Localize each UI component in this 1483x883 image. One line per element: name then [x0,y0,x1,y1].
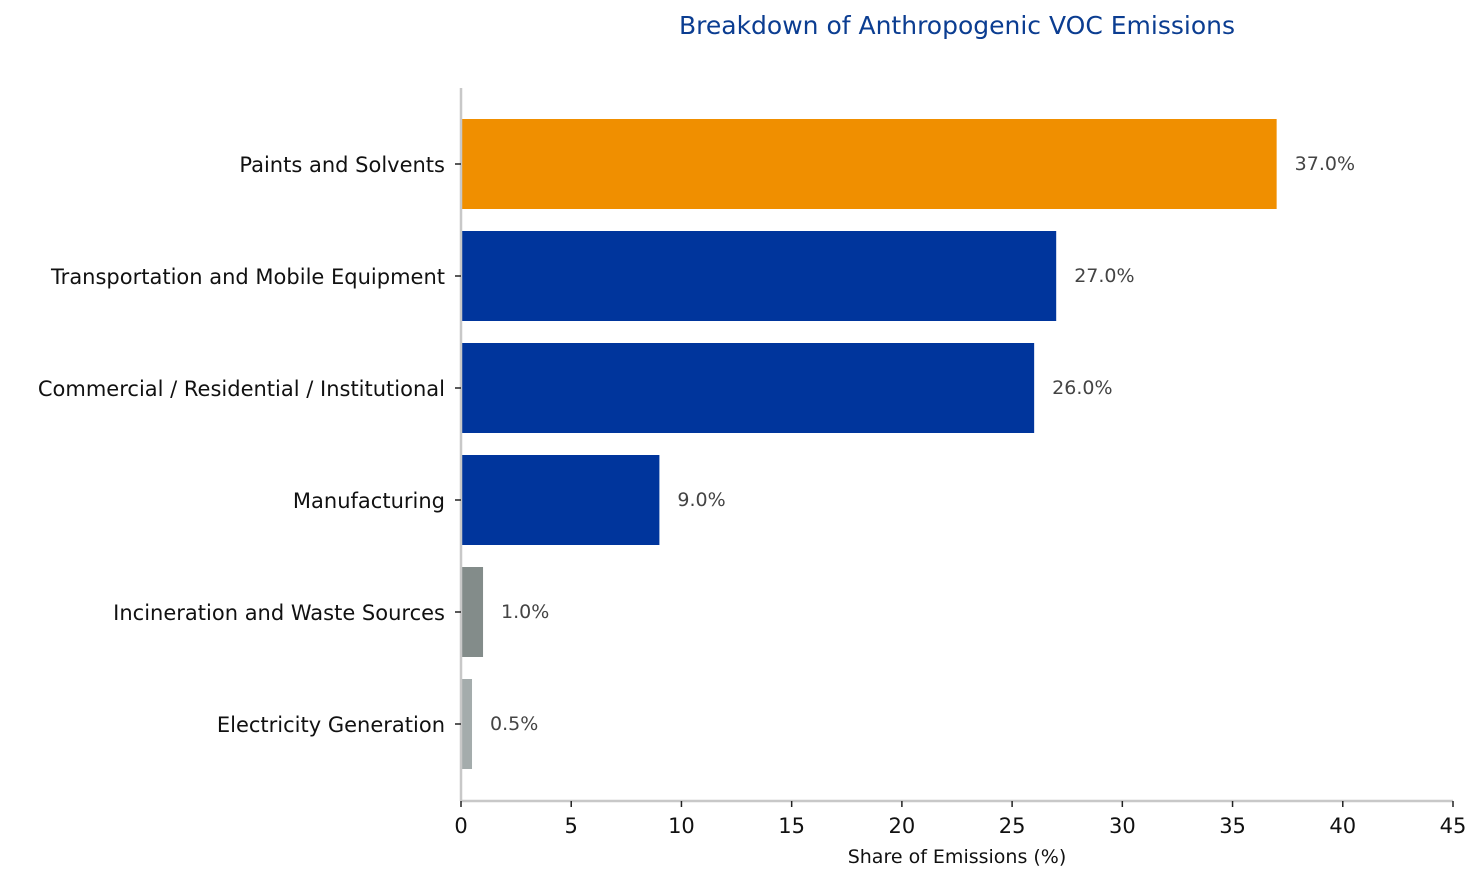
x-tick-label: 5 [565,814,578,838]
data-label: 0.5% [490,713,538,735]
x-tick-label: 10 [668,814,695,838]
bar [462,343,1035,433]
bar [462,679,473,769]
bar [462,231,1057,321]
data-labels-group: 37.0% 27.0% 26.0% 9.0% 1.0% 0.5% [490,153,1355,735]
data-label: 37.0% [1295,153,1355,175]
data-label: 27.0% [1074,265,1134,287]
x-tick-label: 35 [1219,814,1246,838]
category-label: Commercial / Residential / Institutional [38,377,445,401]
bars-group [462,119,1277,769]
x-axis-label: Share of Emissions (%) [848,846,1067,868]
category-label: Transportation and Mobile Equipment [50,265,445,289]
y-axis: Paints and Solvents Transportation and Mo… [38,88,463,801]
category-label: Paints and Solvents [239,153,445,177]
x-tick-label: 30 [1109,814,1136,838]
bar [462,455,660,545]
x-axis: 0 5 10 15 20 25 30 35 40 45 [454,799,1467,838]
x-tick-label: 0 [454,814,467,838]
x-tick-label: 40 [1329,814,1356,838]
chart-title: Breakdown of Anthropogenic VOC Emissions [679,11,1235,40]
data-label: 1.0% [501,601,549,623]
data-label: 9.0% [677,489,725,511]
category-label: Manufacturing [293,489,445,513]
category-label: Incineration and Waste Sources [113,601,445,625]
x-tick-label: 25 [999,814,1026,838]
data-label: 26.0% [1052,377,1112,399]
category-label: Electricity Generation [217,713,445,737]
x-tick-label: 20 [889,814,916,838]
bar [462,119,1277,209]
bar [462,567,484,657]
x-tick-label: 15 [778,814,805,838]
x-tick-label: 45 [1440,814,1467,838]
